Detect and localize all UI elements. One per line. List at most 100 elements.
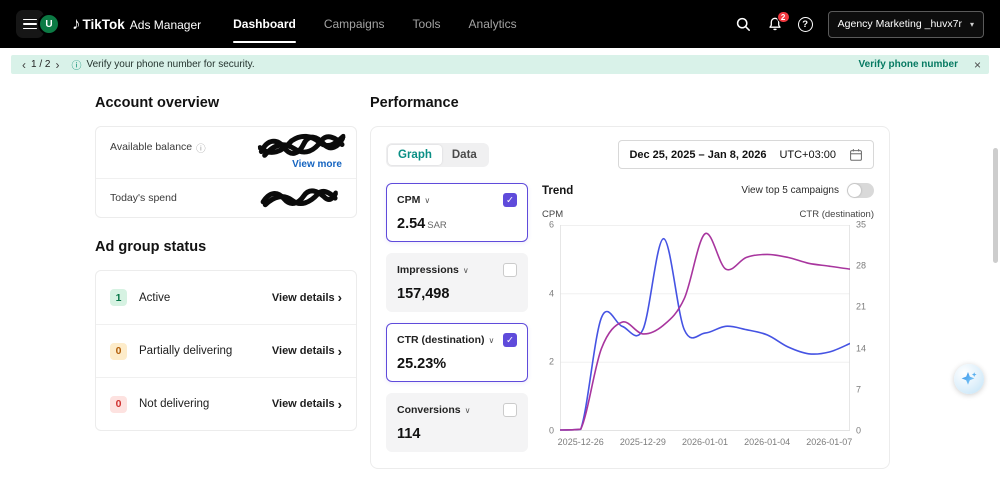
left-axis-title: CPM — [542, 209, 564, 220]
metric-name: Impressions — [397, 264, 459, 276]
status-label: Partially delivering — [139, 345, 233, 357]
performance-section: Performance Graph Data Dec 25, 2025 – Ja… — [370, 95, 890, 469]
metric-card-ctr[interactable]: CTR (destination) ∨ ✓ 25.23% — [386, 323, 528, 382]
right-axis-title: CTR (destination) — [799, 209, 874, 220]
x-axis-ticks: 2025-12-26 2025-12-29 2026-01-01 2026-01… — [557, 437, 853, 447]
metric-name: Conversions — [397, 404, 461, 416]
metric-value: 114 — [397, 426, 421, 442]
metric-name: CTR (destination) — [397, 334, 485, 346]
metric-card-impressions[interactable]: Impressions ∨ 157,498 — [386, 253, 528, 312]
redacted-spend-scribble — [260, 188, 339, 208]
banner-prev-icon[interactable]: ‹ — [19, 59, 29, 71]
close-icon[interactable]: × — [973, 57, 981, 72]
right-axis-ticks: 35 28 21 14 7 0 — [856, 219, 867, 436]
active-count-badge: 1 — [110, 289, 127, 306]
account-name: Agency Marketing _huvx7r — [837, 18, 962, 30]
redacted-balance-scribble — [257, 133, 346, 158]
chevron-right-icon: › — [337, 396, 342, 412]
view-details-not-delivering-link[interactable]: View details › — [271, 396, 342, 412]
banner-next-icon[interactable]: › — [52, 59, 62, 71]
info-icon: ⓘ — [71, 61, 82, 72]
status-label: Active — [139, 291, 171, 304]
metric-name: CPM — [397, 194, 421, 206]
ctr-line — [560, 233, 850, 430]
status-row-partially-delivering: 0 Partially delivering View details › — [96, 324, 356, 377]
chevron-down-icon[interactable]: ∨ — [488, 335, 495, 345]
banner-pagination: 1 / 2 — [31, 59, 51, 70]
avatar[interactable]: U — [38, 13, 60, 35]
brand: TikTok Ads Manager — [83, 17, 202, 32]
account-selector[interactable]: Agency Marketing _huvx7r ▾ — [827, 10, 984, 38]
status-label: Not delivering — [139, 398, 210, 410]
notification-count-badge: 2 — [776, 11, 790, 23]
top-navigation-bar: U ♪ TikTok Ads Manager Dashboard Campaig… — [0, 0, 1000, 48]
cpm-line — [560, 239, 850, 430]
search-icon[interactable] — [735, 16, 752, 33]
performance-title: Performance — [370, 95, 459, 111]
main-content: Account overview Available balance ⓘ Vie… — [0, 74, 1000, 469]
status-row-active: 1 Active View details › — [96, 271, 356, 324]
view-details-partial-link[interactable]: View details › — [271, 343, 342, 359]
metric-unit: SAR — [427, 220, 447, 231]
metric-value: 25.23% — [397, 356, 447, 372]
vertical-scrollbar[interactable] — [993, 148, 998, 263]
date-range-value: Dec 25, 2025 – Jan 8, 2026 — [629, 148, 767, 161]
tab-analytics[interactable]: Analytics — [468, 17, 517, 31]
divider — [96, 178, 356, 179]
topbar-actions: 2 ? Agency Marketing _huvx7r ▾ — [735, 10, 984, 38]
date-range-picker[interactable]: Dec 25, 2025 – Jan 8, 2026 UTC+03:00 — [618, 140, 874, 169]
notifications-bell-icon[interactable]: 2 — [767, 11, 790, 32]
brand-subtitle: Ads Manager — [129, 17, 202, 32]
verify-phone-link[interactable]: Verify phone number — [858, 59, 958, 70]
available-balance-label-row: Available balance ⓘ — [110, 138, 206, 170]
status-row-not-delivering: 0 Not delivering View details › — [96, 377, 356, 430]
calendar-icon — [850, 148, 862, 161]
view-details-active-link[interactable]: View details › — [271, 290, 342, 305]
view-more-link[interactable]: View more — [292, 159, 342, 170]
metric-card-conversions[interactable]: Conversions ∨ 114 — [386, 393, 528, 452]
not-delivering-count-badge: 0 — [110, 395, 127, 413]
account-overview-card: Available balance ⓘ View more Today's sp… — [95, 126, 357, 218]
trend-chart-svg — [560, 225, 850, 431]
tab-tools[interactable]: Tools — [412, 17, 441, 31]
chevron-down-icon[interactable]: ∨ — [462, 265, 469, 275]
chevron-right-icon: › — [337, 343, 342, 359]
trend-chart-area: Trend View top 5 campaigns CPM CTR (dest… — [542, 183, 874, 452]
sparkle-icon — [961, 372, 977, 385]
timezone-value: UTC+03:00 — [779, 148, 836, 161]
ctr-checkbox[interactable]: ✓ — [503, 333, 517, 347]
conversions-checkbox[interactable] — [503, 403, 517, 417]
top5-toggle[interactable] — [847, 183, 874, 198]
brand-name: TikTok — [82, 16, 125, 32]
banner-message: Verify your phone number for security. — [86, 59, 255, 70]
account-overview-title: Account overview — [95, 95, 220, 111]
primary-nav: Dashboard Campaigns Tools Analytics — [233, 0, 517, 48]
chevron-right-icon: › — [337, 290, 342, 305]
chevron-down-icon: ▾ — [969, 19, 974, 29]
trend-label: Trend — [542, 184, 574, 197]
todays-spend-label: Today's spend — [110, 192, 177, 204]
assistant-button[interactable] — [954, 364, 984, 394]
tab-graph[interactable]: Graph — [388, 144, 442, 165]
todays-spend-label-row: Today's spend — [110, 192, 177, 204]
notification-banner: ‹ 1 / 2 › ⓘ Verify your phone number for… — [11, 55, 989, 74]
left-column: Account overview Available balance ⓘ Vie… — [95, 95, 357, 469]
metric-value: 2.54 SAR — [397, 216, 447, 232]
ad-group-status-title: Ad group status — [95, 239, 207, 255]
top5-label: View top 5 campaigns — [741, 185, 839, 196]
left-axis-ticks: 6 4 2 0 — [548, 219, 554, 436]
help-icon[interactable]: ? — [797, 16, 813, 32]
tab-dashboard[interactable]: Dashboard — [233, 0, 296, 48]
tiktok-logo-icon: ♪ — [72, 14, 81, 33]
metric-value: 157,498 — [397, 286, 450, 302]
chevron-down-icon[interactable]: ∨ — [424, 195, 431, 205]
tab-data[interactable]: Data — [442, 145, 487, 165]
metric-card-cpm[interactable]: CPM ∨ ✓ 2.54 SAR — [386, 183, 528, 242]
available-balance-label: Available balance — [110, 141, 193, 153]
cpm-checkbox[interactable]: ✓ — [503, 193, 517, 207]
graph-data-toggle: Graph Data — [386, 142, 489, 167]
tab-campaigns[interactable]: Campaigns — [323, 17, 385, 31]
chevron-down-icon[interactable]: ∨ — [464, 405, 471, 415]
impressions-checkbox[interactable] — [503, 263, 517, 277]
info-icon[interactable]: ⓘ — [196, 144, 206, 155]
